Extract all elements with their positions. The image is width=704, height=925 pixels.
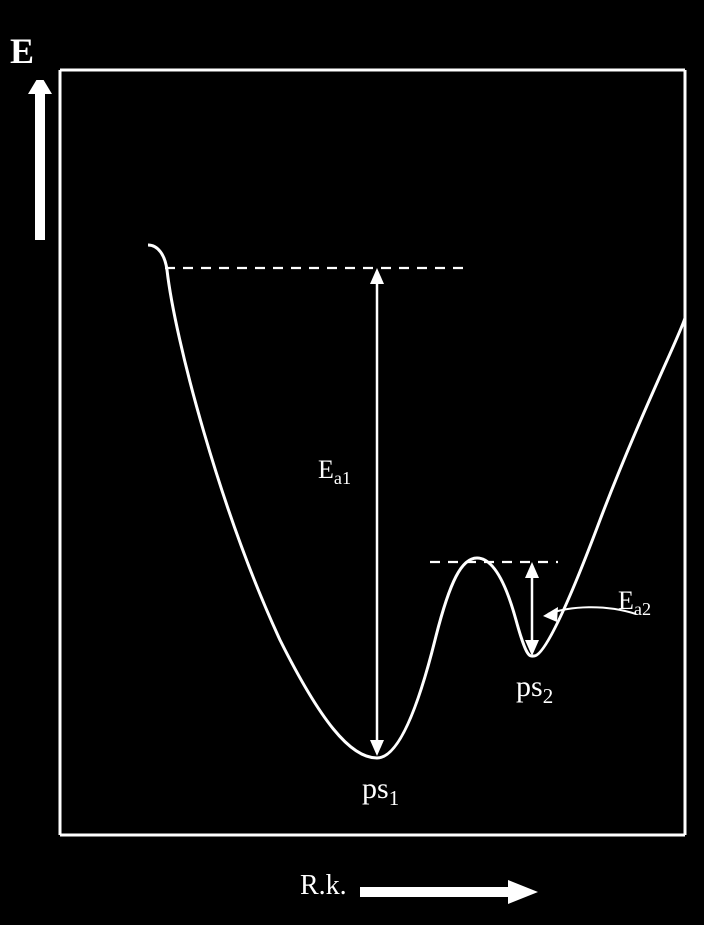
x-axis-label: R.k. [300,870,347,902]
ea2-pointer-curve [0,0,704,925]
x-axis-arrow-icon [360,878,560,908]
peak-label-ps2: ps2 [516,670,553,709]
energy-diagram: E [0,0,704,925]
ea1-label: Ea1 [318,455,351,489]
peak-label-ps1: ps1 [362,772,399,811]
ea2-label: Ea2 [618,586,651,620]
